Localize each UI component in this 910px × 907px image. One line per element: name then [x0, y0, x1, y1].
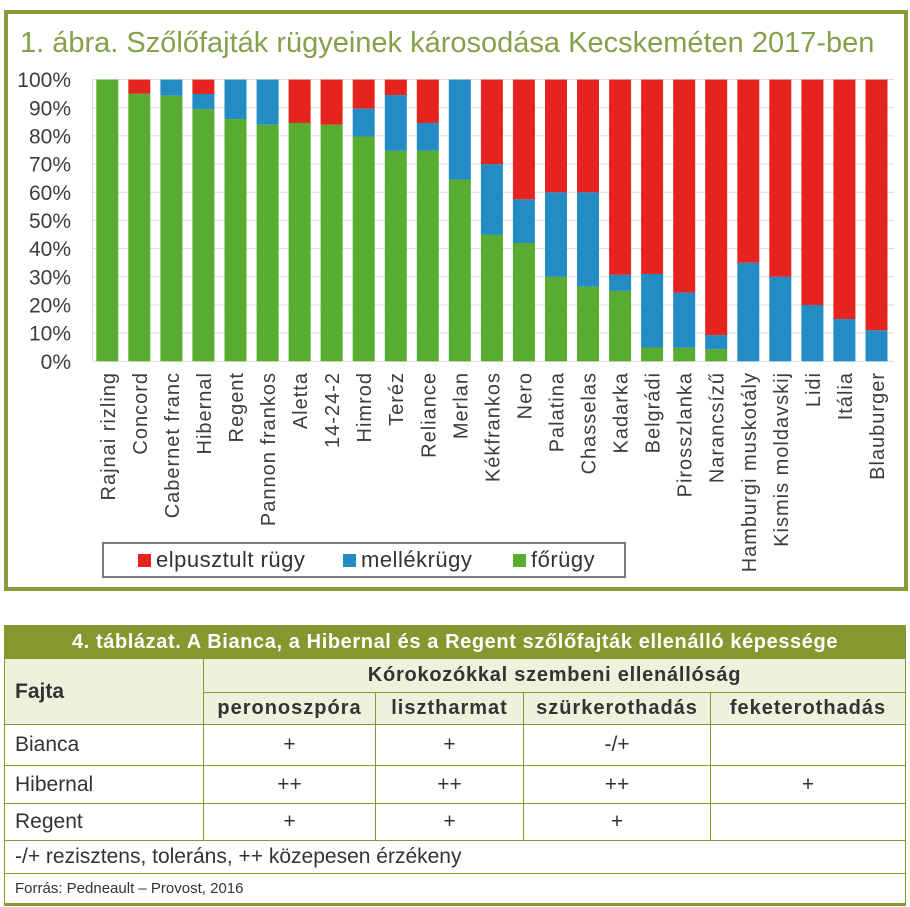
- svg-text:Concord: Concord: [130, 372, 152, 455]
- svg-text:Pannon frankos: Pannon frankos: [258, 372, 280, 526]
- svg-text:0%: 0%: [41, 351, 71, 374]
- svg-text:Reliance: Reliance: [418, 372, 440, 458]
- svg-text:Lidi: Lidi: [803, 372, 825, 407]
- svg-text:40%: 40%: [29, 238, 71, 261]
- svg-text:10%: 10%: [29, 323, 71, 346]
- svg-text:Himrod: Himrod: [354, 372, 376, 442]
- svg-text:50%: 50%: [29, 210, 71, 233]
- svg-text:Cabernet franc: Cabernet franc: [162, 372, 184, 518]
- svg-text:Itália: Itália: [835, 372, 857, 420]
- svg-text:Merlan: Merlan: [450, 372, 472, 439]
- svg-text:80%: 80%: [29, 125, 71, 148]
- svg-text:Chasselas: Chasselas: [579, 372, 601, 474]
- svg-text:Rajnai rizling: Rajnai rizling: [98, 372, 120, 501]
- svg-text:Kismis moldavskij: Kismis moldavskij: [771, 372, 793, 547]
- svg-text:Palatina: Palatina: [547, 372, 569, 452]
- svg-text:Teréz: Teréz: [386, 372, 408, 426]
- svg-text:Nero: Nero: [514, 372, 536, 419]
- svg-text:Pirosszlanka: Pirosszlanka: [675, 372, 697, 497]
- svg-text:100%: 100%: [17, 69, 71, 92]
- svg-text:70%: 70%: [29, 154, 71, 177]
- svg-text:Blauburger: Blauburger: [867, 372, 889, 480]
- svg-text:Hamburgi muskotály: Hamburgi muskotály: [739, 372, 761, 572]
- svg-text:Kékfrankos: Kékfrankos: [482, 372, 504, 482]
- svg-text:Hibernal: Hibernal: [194, 372, 216, 454]
- svg-text:60%: 60%: [29, 182, 71, 205]
- svg-text:Kadarka: Kadarka: [611, 372, 633, 454]
- svg-text:Regent: Regent: [226, 372, 248, 443]
- svg-text:Belgrádi: Belgrádi: [643, 372, 665, 453]
- svg-text:30%: 30%: [29, 266, 71, 289]
- svg-text:90%: 90%: [29, 97, 71, 120]
- svg-text:14-24-2: 14-24-2: [322, 372, 344, 448]
- svg-text:Aletta: Aletta: [290, 372, 312, 429]
- svg-text:20%: 20%: [29, 295, 71, 318]
- svg-text:Narancsízű: Narancsízű: [707, 372, 729, 483]
